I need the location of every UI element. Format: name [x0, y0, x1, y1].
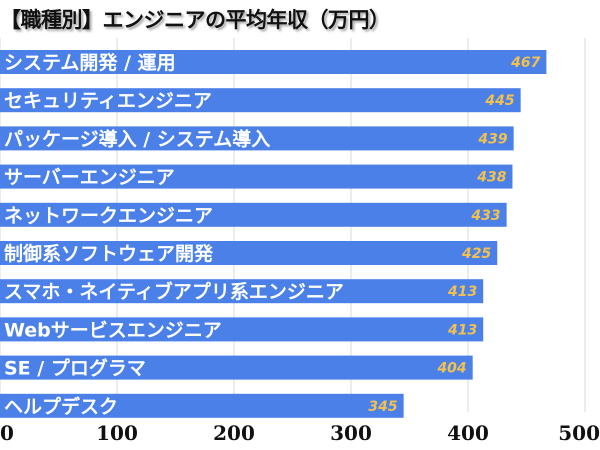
bar-6 — [0, 241, 498, 265]
bar-1 — [0, 50, 547, 74]
data-label: 404 — [436, 361, 466, 377]
bar-3 — [0, 126, 514, 151]
data-label: 445 — [484, 93, 514, 109]
x-tick-label: 400 — [447, 421, 489, 445]
bar-10 — [0, 393, 404, 418]
data-label: 433 — [470, 208, 500, 224]
data-label: 438 — [476, 170, 506, 186]
x-tick-label: 300 — [330, 421, 372, 445]
bar-category-label: Webサービスエンジニア — [4, 319, 222, 341]
data-label: 439 — [477, 131, 507, 147]
x-tick-label: 200 — [213, 421, 255, 445]
data-label: 425 — [461, 246, 491, 262]
x-tick-label: 500 — [558, 421, 600, 445]
bar-category-label: SE / プログラマ — [4, 357, 146, 380]
bar-4 — [0, 164, 513, 189]
bar-8 — [0, 317, 484, 342]
x-axis-ticks: 0 100 200 300 400 500 — [0, 421, 600, 445]
bar-category-label: ネットワークエンジニア — [4, 205, 213, 227]
chart-title: 【職種別】エンジニアの平均年収（万円） — [0, 8, 390, 32]
bar-category-label: ヘルプデスク — [4, 395, 118, 418]
bar-category-label: パッケージ導入 / システム導入 — [4, 127, 270, 150]
x-tick-label: 0 — [0, 421, 14, 445]
bar-category-label: サーバーエンジニア — [4, 167, 175, 189]
bar-category-label: システム開発 / 運用 — [4, 51, 176, 74]
bar-7 — [0, 279, 484, 304]
data-label: 413 — [447, 322, 477, 338]
bar-5 — [0, 202, 507, 227]
data-label: 413 — [447, 284, 477, 300]
bar-9 — [0, 355, 473, 380]
bar-category-label: セキュリティエンジニア — [4, 90, 212, 112]
bar-2 — [0, 88, 521, 113]
x-tick-label: 100 — [96, 421, 138, 445]
bar-category-label: 制御系ソフトウェア開発 — [4, 242, 214, 265]
bars: システム開発 / 運用 467 セキュリティエンジニア 445 パッケージ導入 / シス… — [0, 50, 547, 418]
data-label: 467 — [510, 55, 540, 71]
bar-category-label: スマホ・ネイティブアプリ系エンジニア — [4, 280, 344, 303]
data-label: 345 — [368, 399, 397, 415]
